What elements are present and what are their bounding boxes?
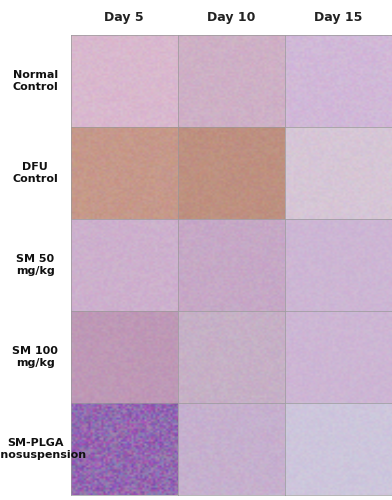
Text: Normal Control: Normal Control [13,70,58,92]
Text: Day 15: Day 15 [314,11,363,24]
Text: SM 100 mg/kg: SM 100 mg/kg [12,346,58,368]
Text: Day 10: Day 10 [207,11,256,24]
Text: DFU Control: DFU Control [13,162,58,184]
Text: Day 5: Day 5 [104,11,144,24]
Text: SM 50 mg/kg: SM 50 mg/kg [16,254,54,276]
Text: SM-PLGA
nanosuspension: SM-PLGA nanosuspension [0,438,86,460]
